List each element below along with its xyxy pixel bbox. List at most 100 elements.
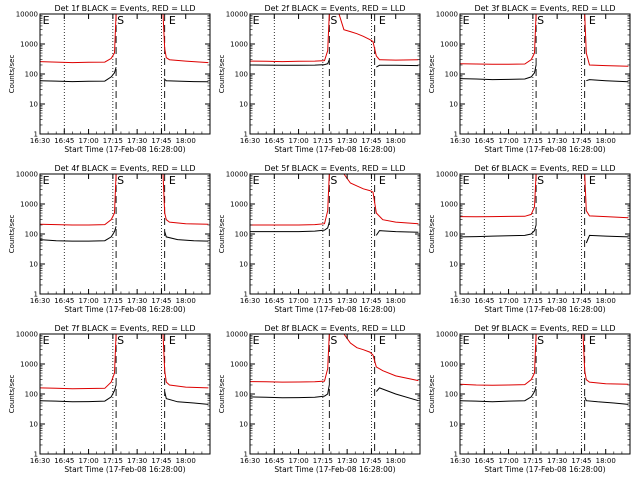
- x-tick-label: 17:45: [571, 137, 591, 145]
- x-axis-label: Start Time (17-Feb-08 16:28:00): [64, 305, 185, 314]
- marker-label-e: E: [463, 174, 470, 187]
- x-tick-label: 17:45: [151, 457, 171, 465]
- x-tick-label: 17:30: [547, 457, 567, 465]
- x-tick-label: 17:30: [127, 297, 147, 305]
- y-tick-label: 100: [235, 231, 248, 239]
- marker-label-e: E: [379, 334, 386, 347]
- y-axis-label: Counts/sec: [428, 215, 436, 254]
- y-axis-label: Counts/sec: [8, 55, 16, 94]
- y-tick-label: 10000: [436, 171, 458, 179]
- x-tick-label: 16:45: [264, 137, 284, 145]
- x-tick-label: 17:15: [523, 297, 543, 305]
- x-tick-label: 17:45: [361, 137, 381, 145]
- panel-title: Det 1f BLACK = Events, RED = LLD: [54, 4, 195, 13]
- panel-title: Det 9f BLACK = Events, RED = LLD: [474, 324, 615, 333]
- y-tick-label: 100: [235, 391, 248, 399]
- y-tick-label: 100: [235, 71, 248, 79]
- x-tick-label: 16:45: [264, 297, 284, 305]
- y-tick-label: 10000: [226, 331, 248, 339]
- series-line-events: [460, 386, 629, 405]
- marker-label-s: S: [330, 174, 337, 187]
- x-tick-label: 17:00: [288, 297, 308, 305]
- y-tick-label: 1000: [20, 201, 38, 209]
- y-axis-label: Counts/sec: [8, 215, 16, 254]
- marker-label-s: S: [537, 174, 544, 187]
- series-line-events: [460, 224, 629, 244]
- x-tick-label: 17:30: [547, 297, 567, 305]
- x-tick-label: 17:15: [313, 137, 333, 145]
- x-tick-label: 16:30: [30, 457, 50, 465]
- marker-label-s: S: [537, 334, 544, 347]
- x-tick-label: 18:00: [596, 297, 616, 305]
- y-tick-label: 100: [25, 231, 38, 239]
- marker-label-e: E: [589, 174, 596, 187]
- y-tick-label: 1: [454, 131, 458, 139]
- y-tick-label: 10000: [16, 171, 38, 179]
- x-axis-label: Start Time (17-Feb-08 16:28:00): [274, 305, 395, 314]
- x-tick-label: 17:00: [498, 457, 518, 465]
- panel-title: Det 4f BLACK = Events, RED = LLD: [54, 164, 195, 173]
- y-tick-label: 10: [29, 261, 38, 269]
- marker-label-e: E: [169, 14, 176, 27]
- x-tick-label: 16:30: [30, 297, 50, 305]
- y-tick-label: 10: [239, 101, 248, 109]
- y-tick-label: 1000: [20, 361, 38, 369]
- series-line-lld: [40, 174, 209, 226]
- x-tick-label: 18:00: [386, 457, 406, 465]
- y-tick-label: 10000: [16, 331, 38, 339]
- plot-frame: [249, 13, 421, 135]
- x-tick-label: 18:00: [386, 297, 406, 305]
- marker-label-e: E: [463, 14, 470, 27]
- marker-label-e: E: [379, 14, 386, 27]
- y-tick-label: 10000: [16, 11, 38, 19]
- x-tick-label: 17:15: [103, 137, 123, 145]
- plot-frame: [39, 173, 211, 295]
- panel-title: Det 3f BLACK = Events, RED = LLD: [474, 4, 615, 13]
- series-line-events: [40, 226, 209, 242]
- marker-label-s: S: [117, 14, 124, 27]
- series-line-events: [40, 66, 209, 83]
- y-axis-label: Counts/sec: [218, 375, 226, 414]
- y-tick-label: 100: [445, 71, 458, 79]
- x-tick-label: 17:00: [78, 457, 98, 465]
- y-tick-label: 1: [244, 451, 248, 459]
- series-line-lld: [460, 174, 629, 219]
- marker-label-e: E: [43, 174, 50, 187]
- marker-label-e: E: [43, 334, 50, 347]
- x-tick-label: 18:00: [596, 457, 616, 465]
- marker-label-s: S: [117, 334, 124, 347]
- series-line-events: [460, 64, 629, 83]
- y-tick-label: 100: [25, 391, 38, 399]
- plot-frame: [459, 13, 631, 135]
- x-axis-label: Start Time (17-Feb-08 16:28:00): [274, 145, 395, 154]
- panel-title: Det 8f BLACK = Events, RED = LLD: [264, 324, 405, 333]
- y-tick-label: 1: [34, 451, 38, 459]
- x-tick-label: 17:00: [498, 137, 518, 145]
- y-tick-label: 1000: [440, 41, 458, 49]
- x-tick-label: 17:45: [361, 457, 381, 465]
- x-tick-label: 16:45: [474, 297, 494, 305]
- y-tick-label: 10000: [226, 171, 248, 179]
- series-line-lld: [40, 334, 209, 390]
- plot-frame: [39, 333, 211, 455]
- plot-frame: [249, 173, 421, 295]
- x-tick-label: 17:45: [361, 297, 381, 305]
- y-tick-label: 10: [239, 421, 248, 429]
- x-tick-label: 17:00: [78, 137, 98, 145]
- x-tick-label: 16:45: [54, 297, 74, 305]
- y-tick-label: 100: [445, 391, 458, 399]
- y-tick-label: 1: [34, 291, 38, 299]
- marker-label-e: E: [463, 334, 470, 347]
- y-tick-label: 100: [445, 231, 458, 239]
- marker-label-e: E: [43, 14, 50, 27]
- x-tick-label: 17:30: [547, 137, 567, 145]
- marker-label-s: S: [330, 334, 337, 347]
- y-tick-label: 10: [449, 421, 458, 429]
- marker-label-e: E: [253, 334, 260, 347]
- x-tick-label: 17:30: [337, 297, 357, 305]
- panel-title: Det 6f BLACK = Events, RED = LLD: [474, 164, 615, 173]
- x-tick-label: 16:30: [240, 457, 260, 465]
- y-tick-label: 1000: [20, 41, 38, 49]
